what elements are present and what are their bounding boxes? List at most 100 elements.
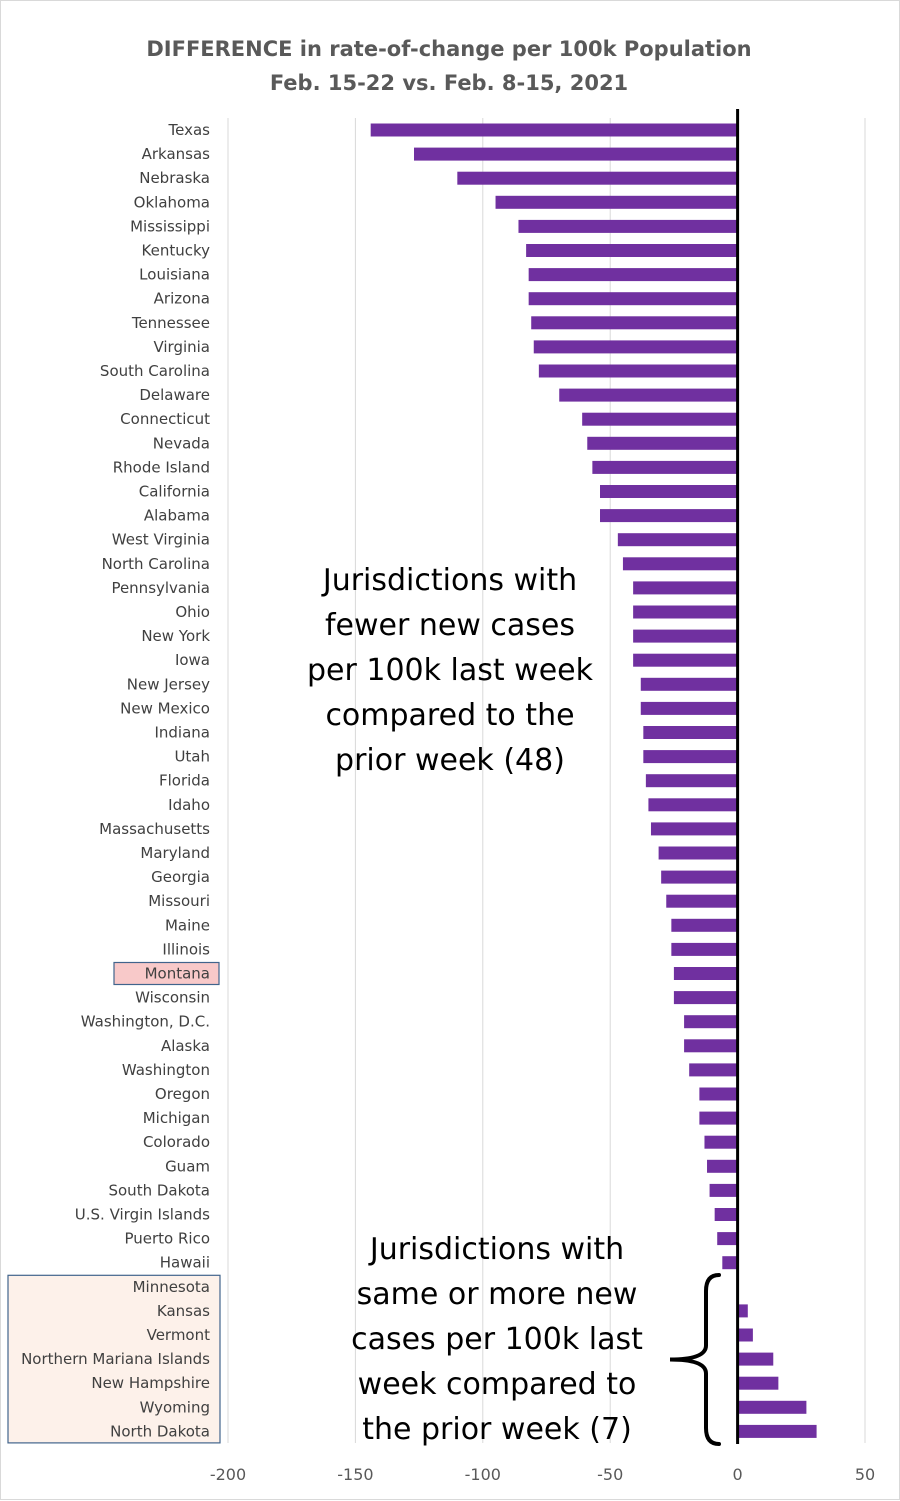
x-tick-label: 0: [733, 1465, 743, 1484]
x-tick-label: -150: [337, 1465, 373, 1484]
bar-northern-mariana-islands: [737, 1352, 774, 1366]
category-label-oklahoma: Oklahoma: [134, 193, 210, 211]
category-label-u-s-virgin-islands: U.S. Virgin Islands: [75, 1206, 210, 1224]
category-label-minnesota: Minnesota: [133, 1278, 210, 1296]
bar-colorado: [704, 1135, 738, 1149]
chart-title: DIFFERENCE in rate-of-change per 100k Po…: [146, 37, 751, 61]
bar-south-dakota: [709, 1183, 738, 1197]
bar-iowa: [633, 653, 738, 667]
category-label-louisiana: Louisiana: [139, 266, 210, 284]
category-label-illinois: Illinois: [162, 940, 210, 958]
bar-maine: [671, 918, 738, 932]
bar-indiana: [643, 726, 738, 739]
category-label-indiana: Indiana: [154, 724, 210, 742]
bar-nevada: [587, 436, 738, 450]
category-label-northern-mariana-islands: Northern Mariana Islands: [21, 1350, 210, 1368]
bar-hawaii: [722, 1256, 738, 1270]
bar-louisiana: [528, 268, 738, 282]
bar-new-york: [633, 629, 738, 643]
category-label-vermont: Vermont: [147, 1326, 211, 1344]
category-label-virginia: Virginia: [153, 338, 210, 356]
category-label-guam: Guam: [165, 1157, 210, 1175]
bar-utah: [643, 750, 738, 764]
bar-nebraska: [457, 171, 738, 185]
category-label-michigan: Michigan: [143, 1109, 210, 1127]
category-label-utah: Utah: [174, 748, 210, 766]
category-label-north-dakota: North Dakota: [110, 1422, 210, 1440]
category-label-massachusetts: Massachusetts: [99, 820, 210, 838]
category-label-georgia: Georgia: [151, 868, 210, 886]
category-label-nevada: Nevada: [153, 434, 210, 452]
category-label-tennessee: Tennessee: [131, 314, 210, 332]
bar-wisconsin: [673, 991, 738, 1005]
bar-arkansas: [414, 147, 738, 161]
bar-new-hampshire: [737, 1376, 779, 1390]
bar-connecticut: [582, 412, 738, 426]
bar-west-virginia: [617, 533, 738, 547]
bar-illinois: [671, 942, 738, 956]
bar-puerto-rico: [717, 1232, 738, 1246]
bar-kentucky: [526, 244, 738, 257]
bar-delaware: [559, 388, 738, 402]
bar-alaska: [684, 1039, 738, 1053]
category-label-south-dakota: South Dakota: [108, 1181, 210, 1199]
category-label-kentucky: Kentucky: [142, 242, 211, 260]
category-label-arizona: Arizona: [154, 290, 210, 308]
category-label-california: California: [139, 483, 210, 501]
category-label-wyoming: Wyoming: [140, 1398, 210, 1416]
category-label-hawaii: Hawaii: [160, 1254, 210, 1272]
bar-ohio: [633, 605, 738, 619]
category-label-washington: Washington: [122, 1061, 210, 1079]
bar-north-carolina: [622, 557, 738, 571]
bar-tennessee: [531, 316, 738, 330]
category-label-kansas: Kansas: [157, 1302, 210, 1320]
bars: [370, 123, 817, 1438]
curly-brace: [669, 1273, 721, 1446]
x-tick-label: -50: [597, 1465, 623, 1484]
category-label-montana: Montana: [145, 965, 210, 983]
category-label-colorado: Colorado: [143, 1133, 210, 1151]
category-label-rhode-island: Rhode Island: [113, 458, 210, 476]
category-label-maine: Maine: [165, 916, 210, 934]
category-label-alabama: Alabama: [144, 507, 210, 525]
bar-texas: [370, 123, 738, 137]
category-label-oregon: Oregon: [155, 1085, 210, 1103]
bar-rhode-island: [592, 460, 738, 474]
bar-wyoming: [737, 1400, 807, 1414]
bar-michigan: [699, 1111, 738, 1125]
bar-new-mexico: [640, 701, 738, 715]
category-labels: Texas Arkansas Nebraska Oklahoma Mississippi…: [21, 121, 210, 1440]
category-label-missouri: Missouri: [148, 892, 210, 910]
bar-virginia: [533, 340, 738, 354]
category-label-south-carolina: South Carolina: [100, 362, 210, 380]
bar-california: [600, 485, 738, 498]
bar-guam: [707, 1159, 738, 1173]
highlight-box-montana: [113, 961, 220, 986]
category-label-alaska: Alaska: [161, 1037, 210, 1055]
bar-oklahoma: [495, 195, 738, 209]
category-label-florida: Florida: [159, 772, 210, 790]
annotations: Jurisdictions with fewer new cases per 100…: [307, 109, 740, 1447]
bar-pennsylvania: [633, 581, 738, 595]
category-label-pennsylvania: Pennsylvania: [111, 579, 210, 597]
x-tick-label: -200: [210, 1465, 246, 1484]
bar-alabama: [600, 509, 738, 523]
x-tick-label: 50: [855, 1465, 875, 1484]
category-label-nebraska: Nebraska: [139, 169, 210, 187]
bar-idaho: [648, 798, 738, 812]
category-label-new-mexico: New Mexico: [120, 699, 210, 717]
bar-florida: [645, 774, 738, 788]
category-label-west-virginia: West Virginia: [112, 531, 210, 549]
bar-vermont: [737, 1328, 753, 1342]
category-label-new-york: New York: [141, 627, 210, 645]
bar-mississippi: [518, 219, 738, 233]
bar-washington-d-c: [684, 1015, 738, 1029]
category-label-maryland: Maryland: [140, 844, 210, 862]
category-label-washington-d-c: Washington, D.C.: [81, 1013, 210, 1031]
annotation-fewer: Jurisdictions with fewer new cases per 100…: [307, 563, 594, 778]
bar-kansas: [737, 1304, 748, 1318]
category-label-ohio: Ohio: [175, 603, 210, 621]
x-tick-labels: -200 -150 -100 -50 0 50: [210, 1465, 875, 1484]
